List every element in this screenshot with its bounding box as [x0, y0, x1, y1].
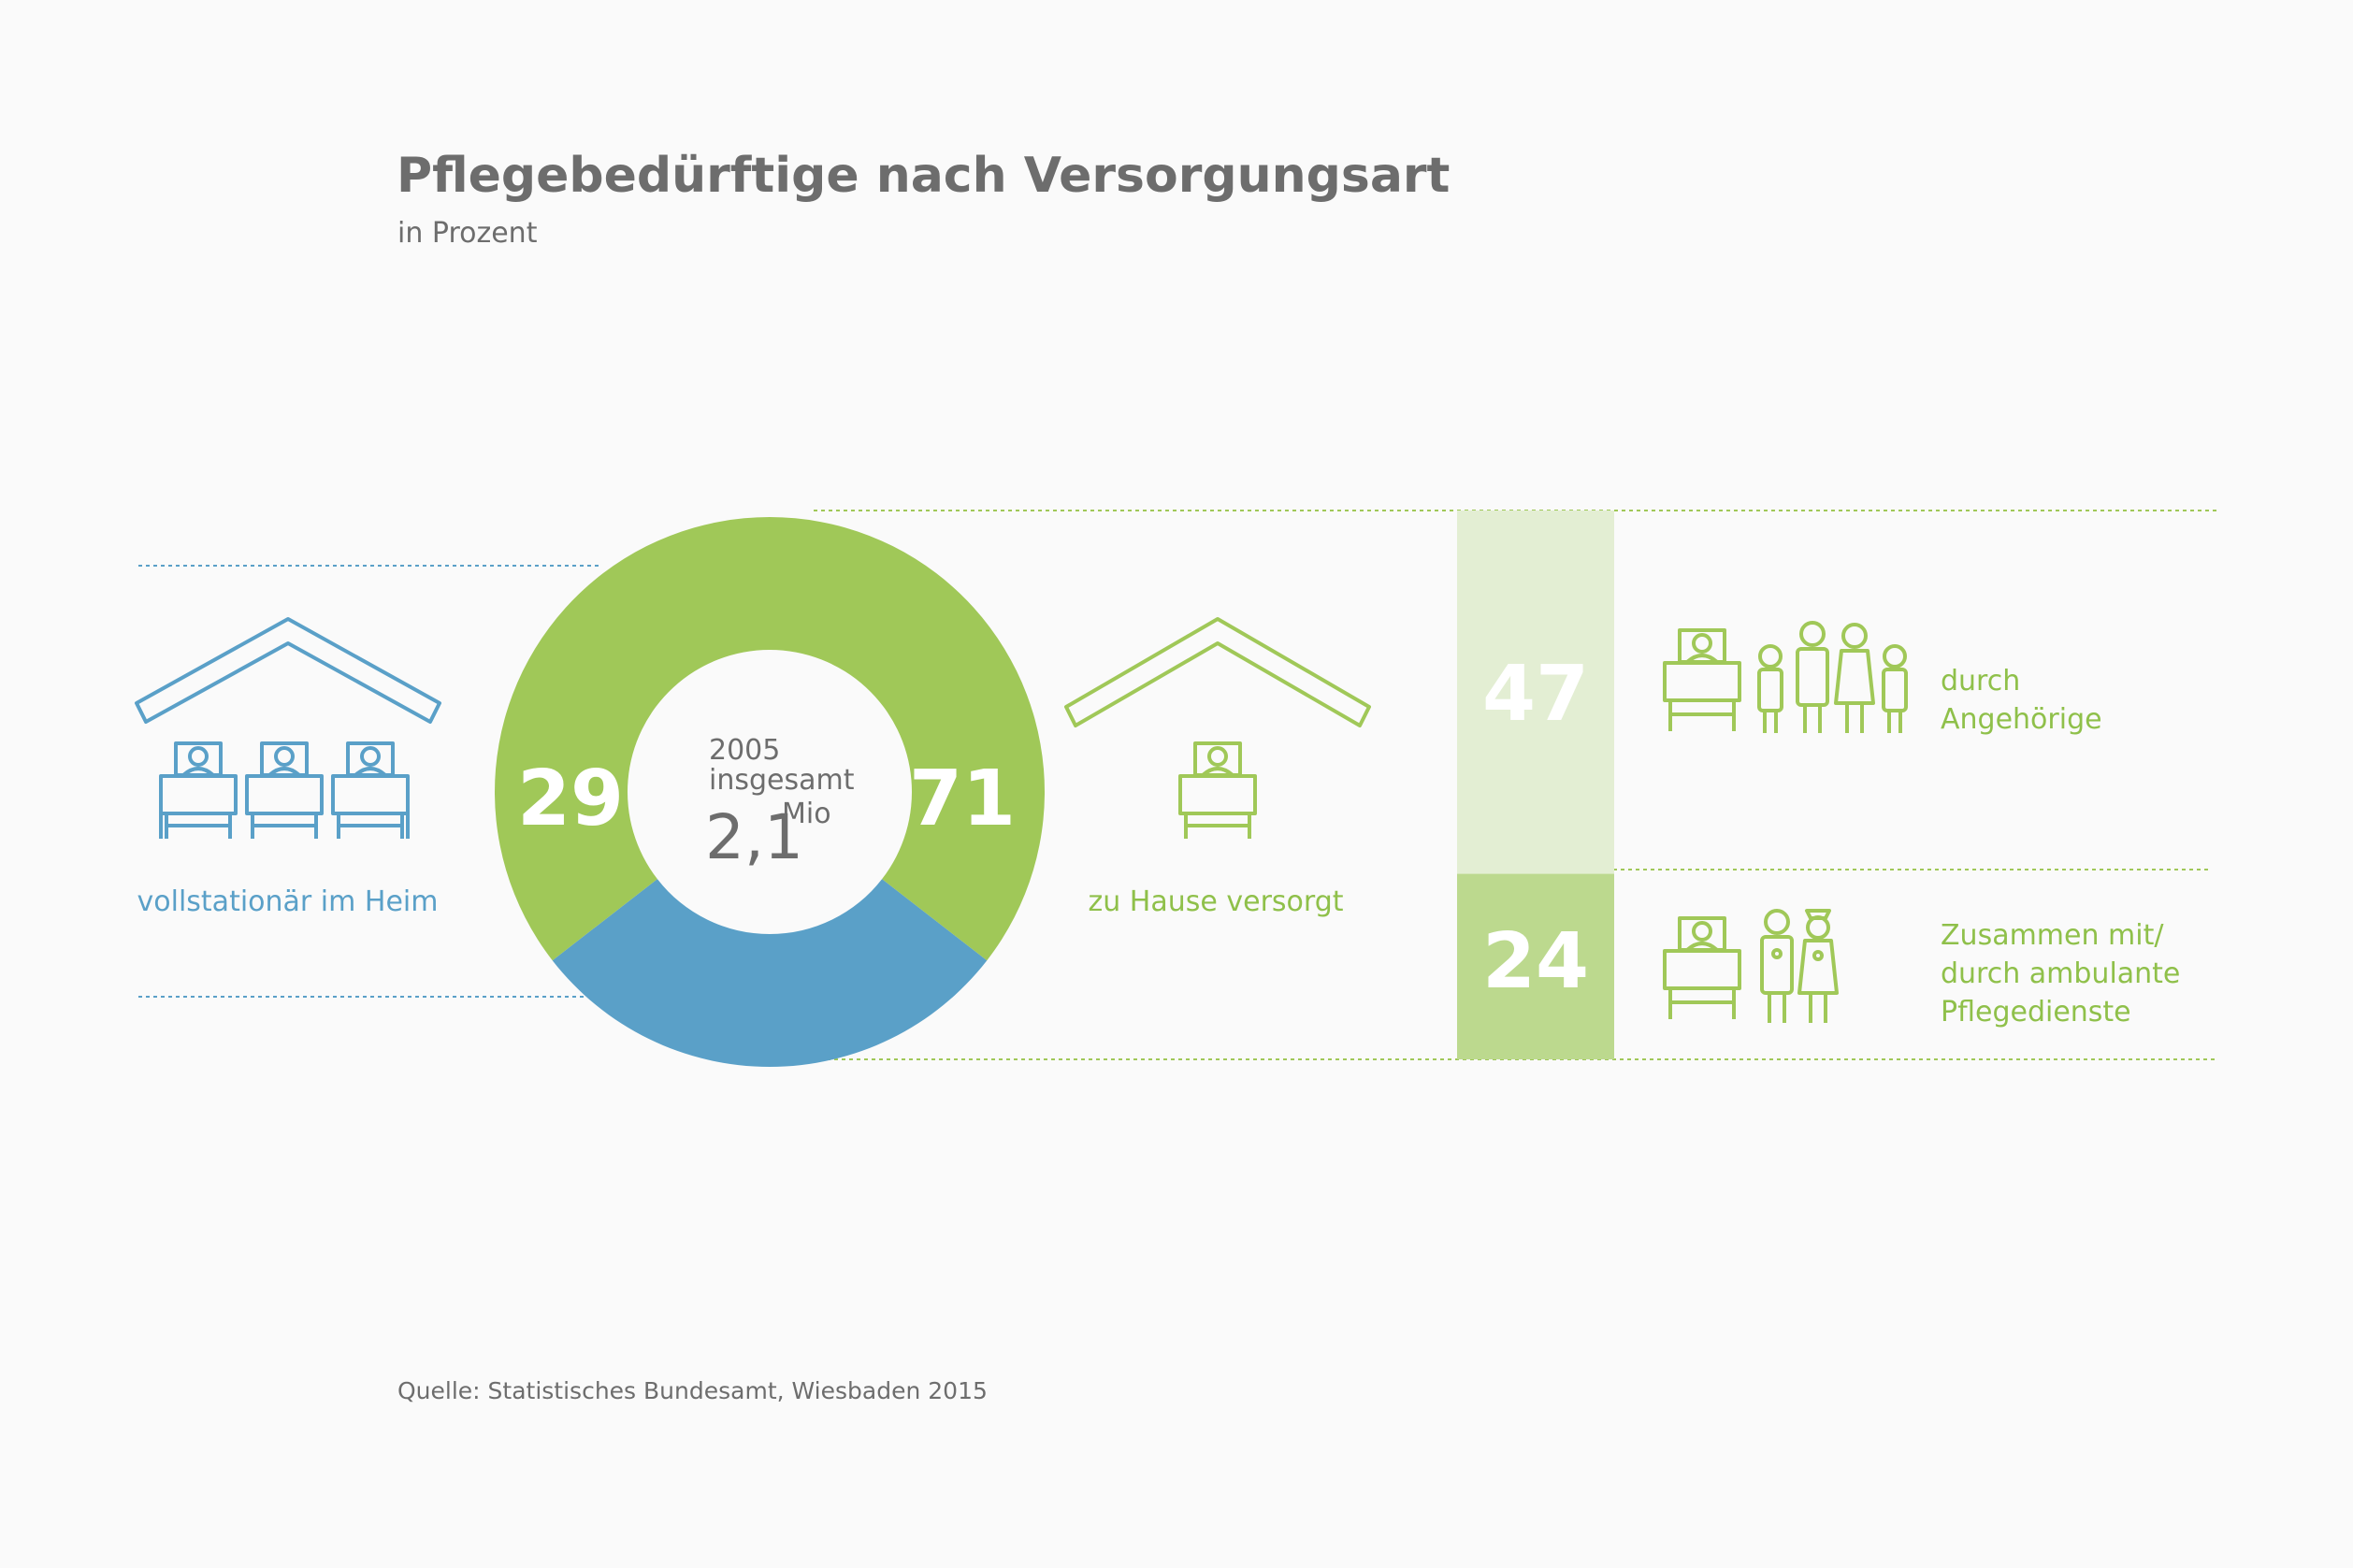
source-note: Quelle: Statistisches Bundesamt, Wiesbad…: [397, 1377, 988, 1404]
roof-icon-left: [135, 617, 441, 724]
bar-segment-47: [1457, 511, 1614, 874]
guide-lines: [138, 510, 2216, 1060]
donut-slice-71: [495, 517, 1045, 961]
home-bed-icon: [1064, 617, 1371, 839]
person-icon-adult-2: [1834, 623, 1875, 733]
slice-label-29: 29: [517, 755, 624, 843]
nurse-icon-female: [1797, 909, 1839, 1023]
bar-label-47: 47: [1482, 650, 1589, 739]
donut-chart: [495, 517, 1045, 1067]
label-ambulante-pflegedienste: Zusammen mit/ durch ambulante Pflegedien…: [1941, 919, 2181, 1029]
bar-segment-24: [1457, 873, 1614, 1059]
bed-icon-1: [159, 741, 238, 839]
person-icon-adult-1: [1796, 621, 1829, 733]
nurse-icon-male: [1760, 909, 1794, 1023]
center-total: 2,1: [705, 801, 803, 873]
slice-label-71: 71: [909, 755, 1016, 843]
donut-slice-29: [552, 879, 988, 1067]
label-durch-angehoerige: durch Angehörige: [1941, 665, 2102, 736]
center-label: insgesamt: [709, 764, 855, 797]
bed-with-family-icon: [1663, 621, 1908, 733]
label-vollstationaer: vollstationär im Heim: [137, 885, 439, 918]
center-unit: Mio: [782, 798, 831, 830]
bed-icon-3: [331, 741, 410, 839]
chart-subtitle: in Prozent: [397, 217, 538, 250]
person-icon-child-2: [1882, 644, 1908, 733]
label-zu-hause: zu Hause versorgt: [1088, 885, 1344, 918]
bed-icon-2: [245, 741, 324, 839]
center-year: 2005: [709, 734, 780, 767]
person-icon-child-1: [1757, 644, 1783, 733]
chart-title: Pflegebedürftige nach Versorgungsart: [397, 148, 1451, 204]
bed-with-nurses-icon: [1663, 909, 1839, 1023]
stacked-bar: [1457, 511, 1614, 1059]
bar-label-24: 24: [1482, 917, 1589, 1006]
roof-icon-middle: [1064, 617, 1371, 727]
nursing-home-beds-icon: [135, 617, 441, 839]
